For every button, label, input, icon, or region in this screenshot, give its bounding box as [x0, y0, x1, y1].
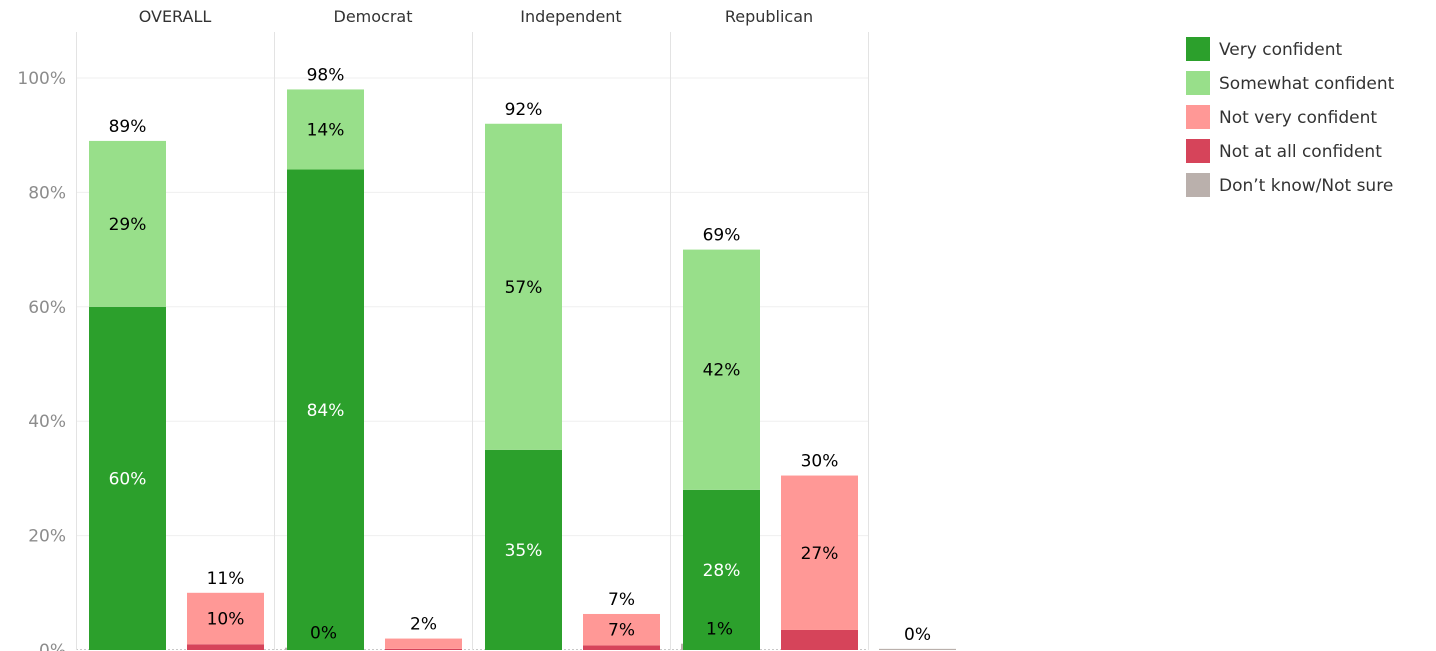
- bar-independent-not-very-confident: [583, 613, 660, 646]
- legend-item-very-confident[interactable]: Very confident: [1186, 37, 1342, 61]
- bar-overall-very-confident: [89, 306, 166, 650]
- legend-label: Very confident: [1219, 40, 1342, 60]
- bar-democrat-somewhat-confident: [287, 89, 364, 170]
- segment-label-overall-somewhat-confident: 29%: [109, 215, 147, 235]
- legend-swatch: [1186, 139, 1210, 163]
- legend[interactable]: Very confident Somewhat confident Not very…: [1186, 37, 1395, 197]
- y-tick-label: 0%: [39, 641, 66, 651]
- y-axis: 0% 20% 40% 60% 80% 100%: [17, 69, 66, 651]
- panels: OVERALL Democrat Independent Republican: [76, 7, 869, 650]
- panel-title-republican: Republican: [725, 7, 813, 26]
- total-label-independent-not-confident: 7%: [608, 590, 635, 610]
- total-label-independent-unsure: 1%: [706, 620, 733, 640]
- legend-swatch: [1186, 105, 1210, 129]
- segment-label-independent-somewhat-confident: 57%: [505, 278, 543, 298]
- panel-title-democrat: Democrat: [334, 7, 413, 26]
- segment-label-overall-not-very-confident: 10%: [207, 610, 245, 630]
- total-label-republican-not-confident: 30%: [801, 452, 839, 472]
- segment-label-republican-somewhat-confident: 42%: [703, 361, 741, 381]
- bar-overall-not-at-all-confident: [187, 644, 264, 650]
- bar-democrat-not-very-confident: [385, 638, 462, 649]
- total-label-republican-confident: 69%: [703, 226, 741, 246]
- bar-republican-don-t-know-not-sure: [879, 648, 956, 650]
- total-label-democrat-not-confident: 2%: [410, 615, 437, 635]
- legend-label: Somewhat confident: [1219, 74, 1395, 94]
- legend-swatch: [1186, 71, 1210, 95]
- total-label-independent-confident: 92%: [505, 100, 543, 120]
- total-label-democrat-confident: 98%: [307, 65, 345, 85]
- legend-item-not-very-confident[interactable]: Not very confident: [1186, 105, 1377, 129]
- bar-independent-not-at-all-confident: [583, 645, 660, 650]
- bar-independent-somewhat-confident: [485, 123, 562, 450]
- segment-label-independent-not-very-confident: 7%: [608, 621, 635, 641]
- bars: [89, 89, 956, 650]
- bar-republican-not-very-confident: [781, 475, 858, 630]
- y-tick-label: 20%: [28, 527, 66, 547]
- bar-democrat-very-confident: [287, 169, 364, 650]
- segment-label-overall-very-confident: 60%: [109, 469, 147, 489]
- panel-title-overall: OVERALL: [139, 7, 212, 26]
- y-tick-label: 40%: [28, 412, 66, 432]
- segment-label-democrat-somewhat-confident: 14%: [307, 120, 345, 140]
- total-label-republican-unsure: 0%: [904, 625, 931, 645]
- bar-democrat-not-at-all-confident: [385, 648, 462, 650]
- bar-overall-not-very-confident: [187, 592, 264, 645]
- y-tick-label: 60%: [28, 298, 66, 318]
- bar-republican-not-at-all-confident: [781, 629, 858, 650]
- legend-label: Don’t know/Not sure: [1219, 176, 1393, 196]
- segment-label-independent-very-confident: 35%: [505, 541, 543, 561]
- segment-label-republican-not-very-confident: 27%: [801, 544, 839, 564]
- segment-label-republican-very-confident: 28%: [703, 561, 741, 581]
- legend-item-not-at-all-confident[interactable]: Not at all confident: [1186, 139, 1382, 163]
- total-label-overall-unsure: 0%: [310, 624, 337, 644]
- data-labels: 60% 29% 89% 10% 11% 0% 84% 14% 98% 2% 35% 57% 92% 7% 7…: [109, 65, 931, 644]
- y-tick-label: 80%: [28, 183, 66, 203]
- legend-label: Not at all confident: [1219, 142, 1382, 162]
- segment-label-democrat-very-confident: 84%: [307, 401, 345, 421]
- legend-label: Not very confident: [1219, 108, 1377, 128]
- legend-item-don-t-know-not-sure[interactable]: Don’t know/Not sure: [1186, 173, 1393, 197]
- bar-overall-somewhat-confident: [89, 140, 166, 307]
- legend-item-somewhat-confident[interactable]: Somewhat confident: [1186, 71, 1395, 95]
- bar-republican-very-confident: [683, 489, 760, 650]
- bar-independent-very-confident: [485, 449, 562, 650]
- panel-title-independent: Independent: [520, 7, 621, 26]
- y-tick-label: 100%: [17, 69, 66, 89]
- total-label-overall-confident: 89%: [109, 117, 147, 137]
- total-label-overall-not-confident: 11%: [207, 569, 245, 589]
- legend-swatch: [1186, 37, 1210, 61]
- legend-swatch: [1186, 173, 1210, 197]
- bar-republican-somewhat-confident: [683, 249, 760, 490]
